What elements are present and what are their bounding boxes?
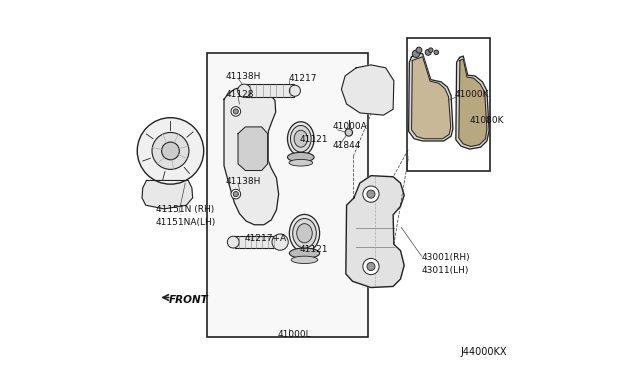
- Circle shape: [231, 189, 241, 199]
- Text: 41138H: 41138H: [226, 177, 261, 186]
- Text: J44000KX: J44000KX: [460, 347, 507, 357]
- Text: 41217: 41217: [289, 74, 317, 83]
- Polygon shape: [412, 57, 451, 139]
- Polygon shape: [341, 65, 394, 115]
- Text: 41151N (RH): 41151N (RH): [156, 205, 214, 214]
- Polygon shape: [238, 127, 268, 170]
- Circle shape: [429, 48, 433, 52]
- Bar: [407, 38, 490, 171]
- Text: FRONT: FRONT: [168, 295, 209, 305]
- Circle shape: [162, 142, 179, 160]
- Text: 43001(RH): 43001(RH): [422, 253, 470, 262]
- Text: 41151NA(LH): 41151NA(LH): [156, 218, 216, 227]
- Text: 41128: 41128: [226, 90, 254, 99]
- Circle shape: [367, 190, 375, 198]
- Circle shape: [425, 49, 431, 55]
- Ellipse shape: [292, 218, 316, 248]
- Circle shape: [272, 234, 288, 250]
- Text: 41000A: 41000A: [333, 122, 367, 131]
- Polygon shape: [346, 176, 404, 288]
- Circle shape: [237, 84, 251, 97]
- Text: 41000L: 41000L: [278, 330, 311, 339]
- Ellipse shape: [289, 214, 319, 252]
- Circle shape: [227, 236, 239, 248]
- Circle shape: [367, 262, 375, 270]
- Circle shape: [231, 107, 241, 116]
- Bar: [207, 53, 368, 337]
- Circle shape: [412, 50, 420, 58]
- Circle shape: [289, 85, 300, 96]
- Circle shape: [233, 109, 239, 114]
- Text: 41844: 41844: [333, 141, 362, 150]
- Polygon shape: [224, 86, 278, 225]
- Polygon shape: [142, 180, 193, 209]
- Circle shape: [233, 192, 239, 197]
- Text: 41121: 41121: [300, 245, 328, 254]
- Polygon shape: [459, 59, 487, 147]
- Text: 41138H: 41138H: [226, 72, 261, 81]
- Circle shape: [137, 118, 204, 184]
- Ellipse shape: [287, 153, 314, 162]
- Polygon shape: [456, 56, 489, 149]
- Circle shape: [363, 186, 379, 202]
- Circle shape: [434, 50, 438, 55]
- Text: 41217+A: 41217+A: [244, 234, 287, 243]
- Ellipse shape: [289, 160, 312, 166]
- Ellipse shape: [291, 125, 311, 152]
- Ellipse shape: [291, 256, 318, 263]
- Circle shape: [416, 47, 422, 53]
- Bar: [235, 236, 280, 248]
- Ellipse shape: [297, 224, 312, 243]
- Circle shape: [152, 132, 189, 169]
- Circle shape: [363, 259, 379, 275]
- Text: 41080K: 41080K: [470, 116, 504, 125]
- Ellipse shape: [287, 122, 314, 156]
- Ellipse shape: [294, 130, 307, 147]
- Circle shape: [345, 129, 353, 136]
- Polygon shape: [408, 53, 453, 141]
- Text: 43011(LH): 43011(LH): [422, 266, 469, 275]
- Text: 41000K: 41000K: [455, 90, 489, 99]
- Ellipse shape: [289, 248, 319, 259]
- Text: 41121: 41121: [300, 135, 328, 144]
- Bar: [246, 84, 294, 97]
